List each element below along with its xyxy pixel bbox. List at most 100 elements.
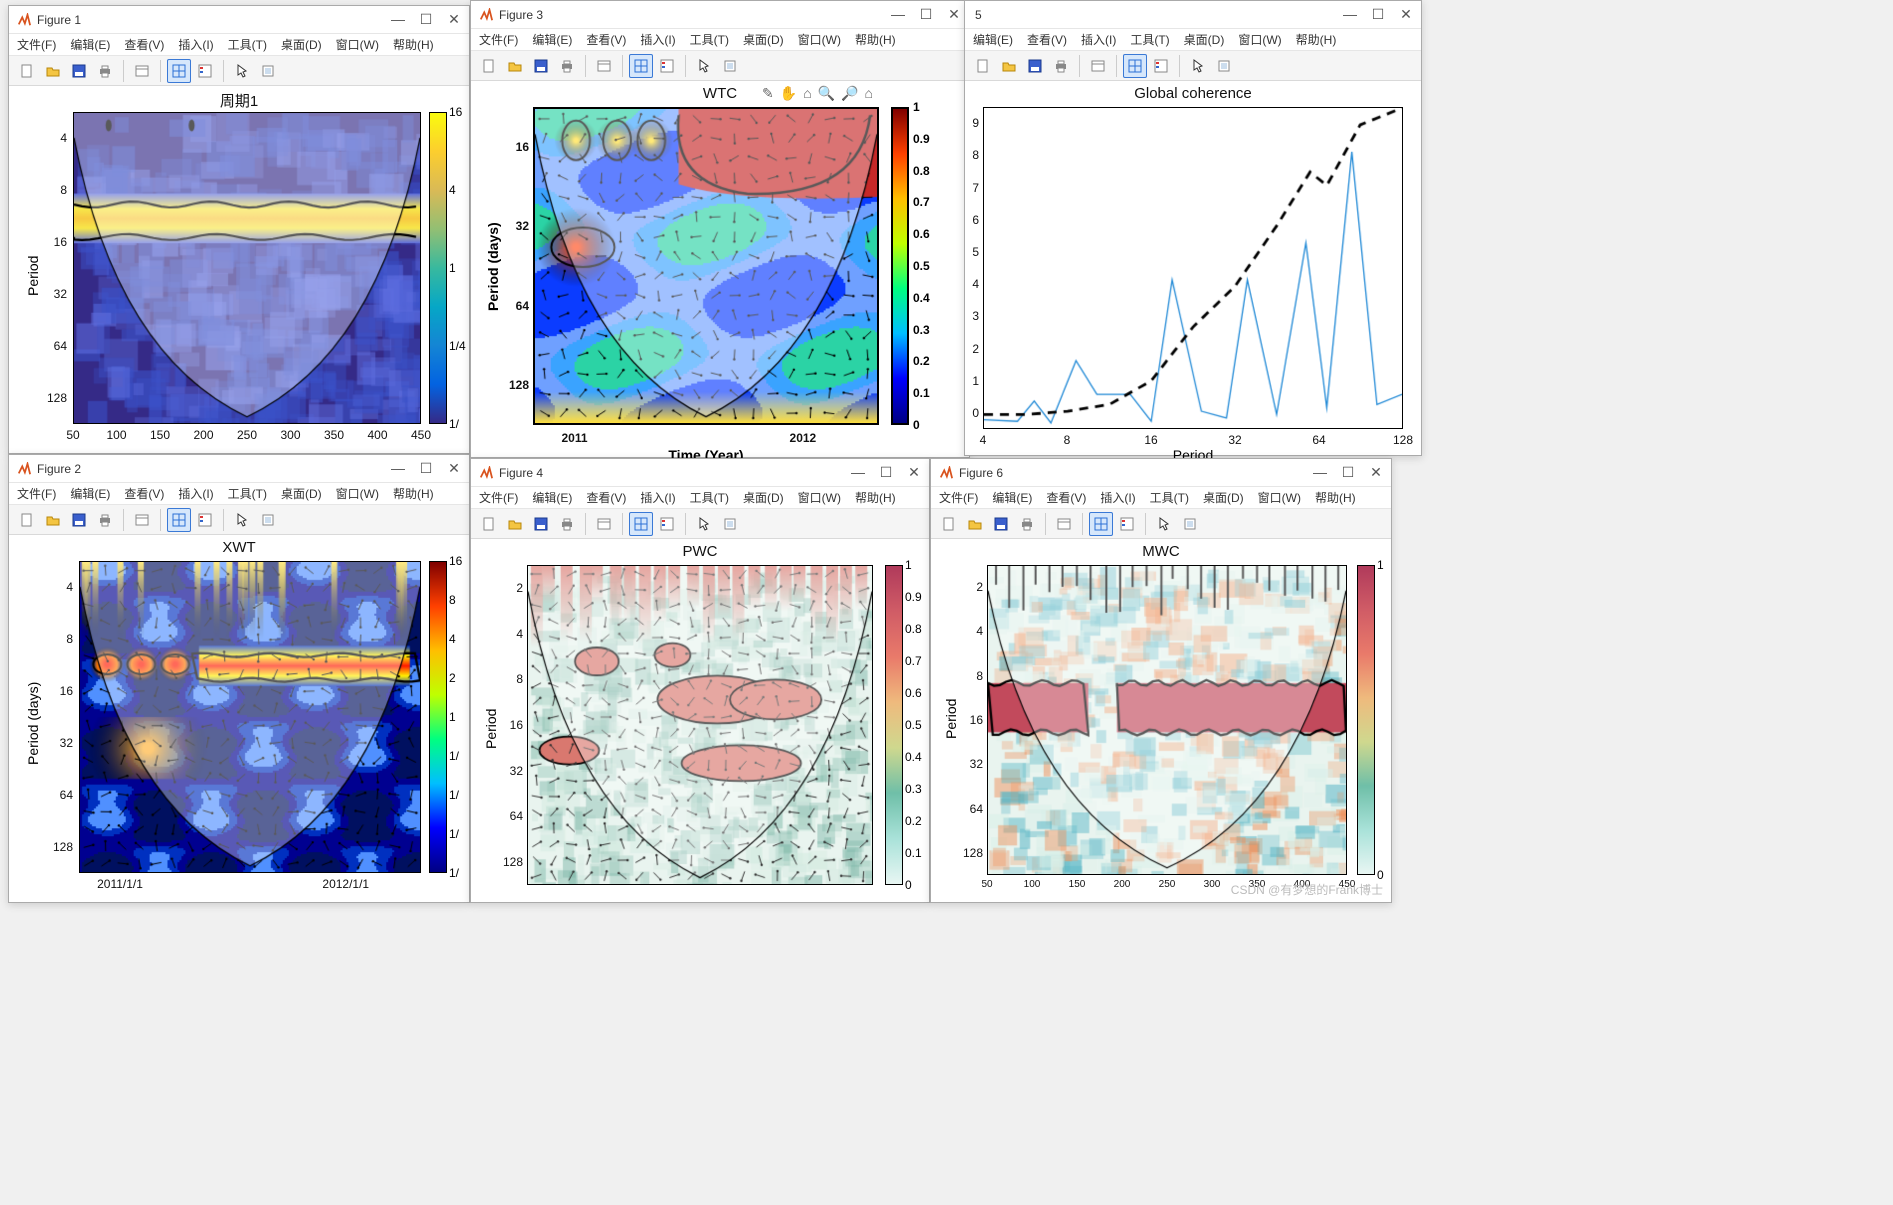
menu-insert[interactable]: 插入(I) — [640, 489, 675, 506]
menu-desktop[interactable]: 桌面(D) — [281, 485, 322, 502]
maximize-button[interactable]: ☐ — [879, 464, 893, 481]
menu-tools[interactable]: 工具(T) — [690, 489, 729, 506]
titlebar[interactable]: 5 — ☐ ✕ — [965, 1, 1421, 29]
toolbar-save-button[interactable] — [67, 59, 91, 83]
toolbar-brush-button[interactable] — [718, 512, 742, 536]
toolbar-grid-button[interactable] — [1123, 54, 1147, 78]
toolbar-new-button[interactable] — [937, 512, 961, 536]
toolbar-link-button[interactable] — [1086, 54, 1110, 78]
menu-file[interactable]: 文件(F) — [479, 489, 518, 506]
toolbar-print-button[interactable] — [555, 54, 579, 78]
toolbar-brush-button[interactable] — [256, 59, 280, 83]
menu-view[interactable]: 查看(V) — [586, 489, 626, 506]
menu-help[interactable]: 帮助(H) — [393, 36, 434, 53]
toolbar-pointer-button[interactable] — [692, 54, 716, 78]
toolbar-new-button[interactable] — [15, 59, 39, 83]
home-icon[interactable]: ⌂ — [803, 85, 811, 102]
minimize-button[interactable]: — — [851, 464, 865, 481]
titlebar[interactable]: Figure 3 — ☐ ✕ — [471, 1, 969, 29]
toolbar-save-button[interactable] — [1023, 54, 1047, 78]
toolbar-grid-button[interactable] — [167, 59, 191, 83]
maximize-button[interactable]: ☐ — [419, 11, 433, 28]
maximize-button[interactable]: ☐ — [1341, 464, 1355, 481]
toolbar-save-button[interactable] — [529, 54, 553, 78]
minimize-button[interactable]: — — [1313, 464, 1327, 481]
toolbar-legend-button[interactable] — [1115, 512, 1139, 536]
menu-insert[interactable]: 插入(I) — [640, 31, 675, 48]
toolbar-open-button[interactable] — [41, 508, 65, 532]
pan-icon[interactable]: ✋ — [780, 85, 797, 102]
close-button[interactable]: ✕ — [1399, 6, 1413, 23]
minimize-button[interactable]: — — [1343, 6, 1357, 23]
toolbar-link-button[interactable] — [130, 508, 154, 532]
menu-view[interactable]: 查看(V) — [124, 36, 164, 53]
toolbar-brush-button[interactable] — [718, 54, 742, 78]
toolbar-save-button[interactable] — [529, 512, 553, 536]
menu-help[interactable]: 帮助(H) — [1296, 31, 1337, 48]
menu-desktop[interactable]: 桌面(D) — [1184, 31, 1225, 48]
menu-tools[interactable]: 工具(T) — [1150, 489, 1189, 506]
menu-edit[interactable]: 编辑(E) — [70, 485, 110, 502]
menu-desktop[interactable]: 桌面(D) — [743, 31, 784, 48]
maximize-button[interactable]: ☐ — [419, 460, 433, 477]
toolbar-brush-button[interactable] — [1178, 512, 1202, 536]
zoomin-icon[interactable]: 🔍 — [818, 85, 835, 102]
toolbar-pointer-button[interactable] — [230, 59, 254, 83]
toolbar-pointer-button[interactable] — [1186, 54, 1210, 78]
brush-icon[interactable]: ✎ — [762, 85, 774, 102]
close-button[interactable]: ✕ — [947, 6, 961, 23]
close-button[interactable]: ✕ — [1369, 464, 1383, 481]
zoomout-icon[interactable]: 🔎 — [841, 85, 858, 102]
toolbar-legend-button[interactable] — [655, 512, 679, 536]
toolbar-open-button[interactable] — [503, 54, 527, 78]
minimize-button[interactable]: — — [391, 11, 405, 28]
toolbar-save-button[interactable] — [67, 508, 91, 532]
maximize-button[interactable]: ☐ — [919, 6, 933, 23]
toolbar-brush-button[interactable] — [1212, 54, 1236, 78]
menu-tools[interactable]: 工具(T) — [228, 36, 267, 53]
menu-file[interactable]: 文件(F) — [939, 489, 978, 506]
menu-tools[interactable]: 工具(T) — [228, 485, 267, 502]
toolbar-pointer-button[interactable] — [1152, 512, 1176, 536]
menu-window[interactable]: 窗口(W) — [336, 36, 379, 53]
toolbar-open-button[interactable] — [997, 54, 1021, 78]
toolbar-open-button[interactable] — [41, 59, 65, 83]
toolbar-open-button[interactable] — [963, 512, 987, 536]
close-button[interactable]: ✕ — [447, 460, 461, 477]
menu-help[interactable]: 帮助(H) — [855, 489, 896, 506]
menu-edit[interactable]: 编辑(E) — [973, 31, 1013, 48]
menu-window[interactable]: 窗口(W) — [798, 31, 841, 48]
toolbar-new-button[interactable] — [477, 54, 501, 78]
minimize-button[interactable]: — — [891, 6, 905, 23]
menu-insert[interactable]: 插入(I) — [1100, 489, 1135, 506]
titlebar[interactable]: Figure 1 — ☐ ✕ — [9, 6, 469, 34]
toolbar-print-button[interactable] — [93, 59, 117, 83]
toolbar-new-button[interactable] — [477, 512, 501, 536]
toolbar-new-button[interactable] — [971, 54, 995, 78]
toolbar-legend-button[interactable] — [193, 59, 217, 83]
toolbar-grid-button[interactable] — [1089, 512, 1113, 536]
menu-insert[interactable]: 插入(I) — [1081, 31, 1116, 48]
menu-help[interactable]: 帮助(H) — [393, 485, 434, 502]
menu-insert[interactable]: 插入(I) — [178, 36, 213, 53]
menu-window[interactable]: 窗口(W) — [1258, 489, 1301, 506]
toolbar-pointer-button[interactable] — [230, 508, 254, 532]
toolbar-print-button[interactable] — [1015, 512, 1039, 536]
toolbar-print-button[interactable] — [93, 508, 117, 532]
menu-view[interactable]: 查看(V) — [1046, 489, 1086, 506]
menu-window[interactable]: 窗口(W) — [798, 489, 841, 506]
toolbar-legend-button[interactable] — [1149, 54, 1173, 78]
menu-tools[interactable]: 工具(T) — [690, 31, 729, 48]
titlebar[interactable]: Figure 2 — ☐ ✕ — [9, 455, 469, 483]
toolbar-legend-button[interactable] — [655, 54, 679, 78]
menu-help[interactable]: 帮助(H) — [1315, 489, 1356, 506]
toolbar-print-button[interactable] — [555, 512, 579, 536]
close-button[interactable]: ✕ — [907, 464, 921, 481]
toolbar-print-button[interactable] — [1049, 54, 1073, 78]
toolbar-grid-button[interactable] — [629, 54, 653, 78]
toolbar-grid-button[interactable] — [629, 512, 653, 536]
titlebar[interactable]: Figure 4 — ☐ ✕ — [471, 459, 929, 487]
minimize-button[interactable]: — — [391, 460, 405, 477]
close-button[interactable]: ✕ — [447, 11, 461, 28]
menu-window[interactable]: 窗口(W) — [336, 485, 379, 502]
